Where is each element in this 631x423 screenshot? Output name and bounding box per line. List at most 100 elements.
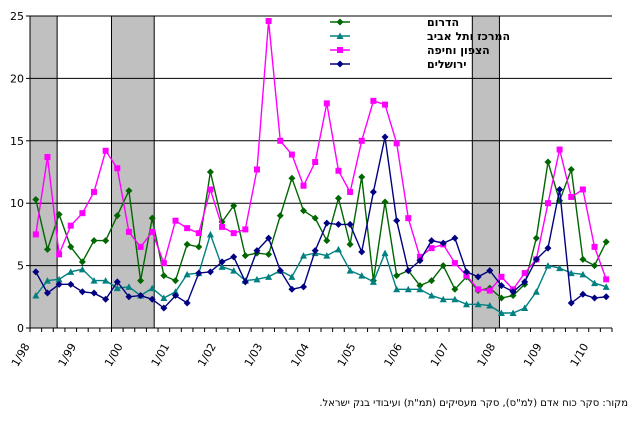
- data-point: [451, 295, 459, 303]
- data-point: [195, 230, 202, 237]
- x-tick-label: 1/99: [56, 341, 80, 369]
- data-point: [532, 234, 540, 242]
- data-point: [334, 194, 342, 202]
- data-point: [55, 280, 63, 288]
- data-point: [172, 292, 179, 300]
- data-point: [79, 210, 86, 217]
- data-point: [206, 230, 214, 238]
- data-point: [125, 293, 133, 301]
- data-point: [486, 267, 494, 275]
- data-point: [160, 260, 167, 267]
- data-point: [381, 133, 389, 141]
- legend-swatch-marker: [336, 18, 344, 26]
- data-point: [475, 286, 482, 293]
- data-point: [241, 252, 249, 260]
- data-point: [497, 294, 505, 302]
- y-tick-label: 25: [10, 10, 24, 23]
- data-point: [509, 309, 517, 317]
- data-point: [544, 200, 551, 207]
- series-3: [32, 133, 610, 312]
- shaded-period-2: [471, 15, 500, 329]
- x-tick-label: 1/07: [428, 341, 452, 369]
- data-point: [125, 187, 133, 195]
- data-point: [568, 193, 575, 200]
- data-point: [323, 100, 330, 107]
- data-point: [311, 247, 319, 255]
- data-point: [405, 215, 412, 222]
- x-tick-label: 1/02: [195, 341, 219, 369]
- data-point: [404, 285, 412, 293]
- data-point: [113, 212, 121, 220]
- data-point: [265, 273, 273, 280]
- data-point: [358, 137, 365, 144]
- data-point: [579, 290, 587, 298]
- legend-label: הצפון וחיפה: [427, 44, 490, 57]
- data-point: [56, 251, 63, 258]
- data-point: [32, 292, 40, 299]
- data-point: [32, 195, 40, 203]
- data-point: [346, 240, 354, 248]
- data-point: [381, 198, 389, 206]
- data-point: [160, 304, 168, 312]
- legend-item-3: ירושלים: [330, 58, 467, 71]
- data-point: [334, 245, 342, 253]
- data-point: [346, 220, 354, 228]
- data-point: [277, 137, 284, 144]
- data-point: [148, 214, 156, 222]
- data-point: [567, 166, 575, 174]
- data-point: [102, 147, 109, 154]
- data-point: [67, 243, 75, 251]
- data-point: [218, 263, 226, 270]
- data-point: [67, 280, 75, 288]
- data-point: [521, 270, 528, 277]
- data-point: [288, 273, 296, 280]
- y-tick-label: 5: [17, 260, 24, 273]
- data-point: [160, 294, 168, 302]
- data-point: [43, 289, 51, 297]
- data-point: [67, 222, 74, 229]
- data-point: [114, 165, 121, 172]
- x-tick-label: 1/10: [568, 341, 592, 369]
- data-point: [102, 237, 110, 245]
- x-tick-label: 1/05: [335, 341, 359, 369]
- data-point: [602, 238, 610, 246]
- legend-swatch-marker: [337, 47, 343, 53]
- data-point: [265, 17, 272, 24]
- data-point: [439, 295, 447, 303]
- data-point: [544, 262, 552, 269]
- data-point: [567, 269, 575, 277]
- data-point: [137, 243, 144, 250]
- data-point: [416, 282, 424, 290]
- data-point: [230, 230, 237, 237]
- data-point: [579, 255, 587, 263]
- data-point: [556, 185, 564, 193]
- legend-label: הדרום: [427, 16, 459, 29]
- data-point: [253, 275, 261, 283]
- data-point: [404, 267, 412, 275]
- data-point: [474, 300, 482, 308]
- data-point: [276, 267, 284, 275]
- data-point: [288, 174, 296, 182]
- data-point: [579, 270, 587, 278]
- data-point: [451, 285, 459, 293]
- data-point: [381, 249, 389, 257]
- data-point: [393, 217, 401, 225]
- data-point: [242, 226, 249, 233]
- y-tick-label: 0: [17, 322, 24, 335]
- y-tick-label: 15: [10, 135, 24, 148]
- legend-swatch-marker: [336, 60, 344, 68]
- data-point: [439, 239, 447, 247]
- data-point: [148, 284, 156, 292]
- data-point: [253, 247, 261, 255]
- data-point: [78, 288, 86, 296]
- legend-swatch-marker: [336, 32, 344, 39]
- data-point: [393, 272, 401, 280]
- data-point: [579, 186, 586, 193]
- data-point: [172, 217, 179, 224]
- data-point: [32, 231, 39, 238]
- data-point: [602, 293, 610, 301]
- data-point: [44, 154, 51, 161]
- data-point: [369, 278, 377, 285]
- x-tick-label: 1/06: [381, 341, 405, 369]
- data-point: [556, 146, 563, 153]
